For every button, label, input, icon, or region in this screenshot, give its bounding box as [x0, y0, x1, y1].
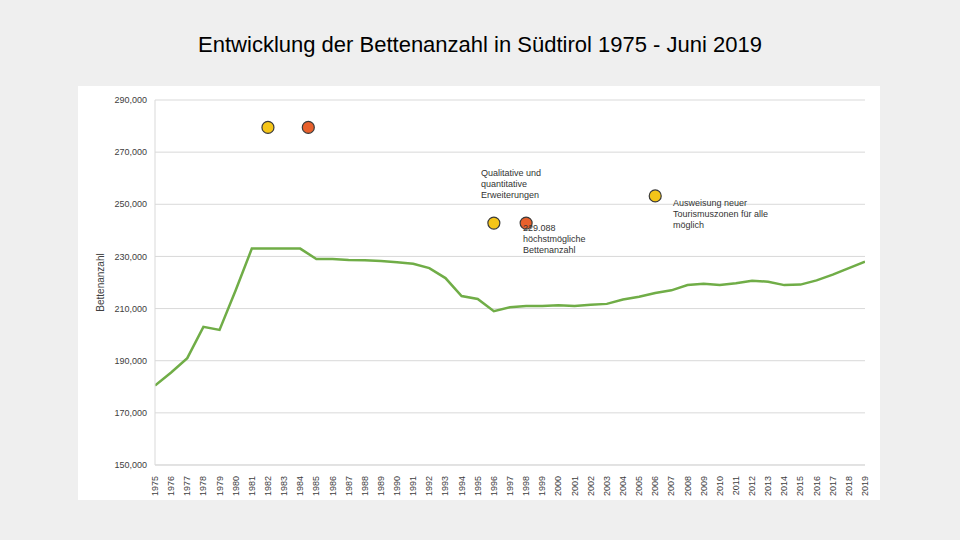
- svg-text:Ausweisung neuerTourismuszonen: Ausweisung neuerTourismuszonen für allem…: [673, 198, 768, 230]
- svg-text:Bettenanzahl: Bettenanzahl: [95, 253, 106, 311]
- svg-text:1995: 1995: [473, 476, 483, 496]
- svg-text:1999: 1999: [537, 476, 547, 496]
- svg-text:2010: 2010: [715, 476, 725, 496]
- svg-text:1997: 1997: [505, 476, 515, 496]
- svg-text:1991: 1991: [408, 476, 418, 496]
- svg-text:2012: 2012: [747, 476, 757, 496]
- svg-text:2018: 2018: [844, 476, 854, 496]
- svg-text:1985: 1985: [311, 476, 321, 496]
- svg-text:1979: 1979: [215, 476, 225, 496]
- svg-text:2007: 2007: [666, 476, 676, 496]
- svg-text:1975: 1975: [150, 476, 160, 496]
- svg-text:1994: 1994: [457, 476, 467, 496]
- svg-text:290,000: 290,000: [114, 95, 147, 105]
- svg-text:1996: 1996: [489, 476, 499, 496]
- svg-text:1993: 1993: [440, 476, 450, 496]
- svg-text:2006: 2006: [650, 476, 660, 496]
- svg-text:170,000: 170,000: [114, 408, 147, 418]
- svg-text:2014: 2014: [779, 476, 789, 496]
- svg-text:Qualitative undquantitativeErw: Qualitative undquantitativeErweiterungen: [481, 168, 541, 200]
- svg-text:1998: 1998: [521, 476, 531, 496]
- svg-text:2002: 2002: [586, 476, 596, 496]
- svg-text:1977: 1977: [182, 476, 192, 496]
- svg-text:250,000: 250,000: [114, 199, 147, 209]
- svg-text:230,000: 230,000: [114, 252, 147, 262]
- svg-text:2005: 2005: [634, 476, 644, 496]
- svg-text:2001: 2001: [570, 476, 580, 496]
- svg-text:1988: 1988: [360, 476, 370, 496]
- svg-text:1989: 1989: [376, 476, 386, 496]
- svg-text:1990: 1990: [392, 476, 402, 496]
- svg-text:2000: 2000: [553, 476, 563, 496]
- svg-text:2017: 2017: [828, 476, 838, 496]
- svg-text:210,000: 210,000: [114, 304, 147, 314]
- svg-text:1981: 1981: [247, 476, 257, 496]
- svg-text:229.088höchstmöglicheBettenanz: 229.088höchstmöglicheBettenanzahl: [523, 223, 586, 255]
- svg-text:2003: 2003: [602, 476, 612, 496]
- svg-text:1978: 1978: [198, 476, 208, 496]
- svg-text:1987: 1987: [344, 476, 354, 496]
- svg-text:1980: 1980: [231, 476, 241, 496]
- svg-text:1992: 1992: [424, 476, 434, 496]
- svg-text:1986: 1986: [328, 476, 338, 496]
- svg-text:1984: 1984: [295, 476, 305, 496]
- svg-text:2009: 2009: [699, 476, 709, 496]
- svg-text:1982: 1982: [263, 476, 273, 496]
- svg-text:270,000: 270,000: [114, 147, 147, 157]
- svg-text:2013: 2013: [763, 476, 773, 496]
- svg-text:2011: 2011: [731, 476, 741, 495]
- html-text:Entwicklung der Bettenanzahl i: Entwicklung der Bettenanzahl in Südtirol…: [198, 32, 762, 57]
- svg-text:1983: 1983: [279, 476, 289, 496]
- svg-text:190,000: 190,000: [114, 356, 147, 366]
- svg-text:2008: 2008: [683, 476, 693, 496]
- svg-text:150,000: 150,000: [114, 460, 147, 470]
- svg-text:2019: 2019: [860, 476, 870, 496]
- svg-text:2004: 2004: [618, 476, 628, 496]
- svg-text:1976: 1976: [166, 476, 176, 496]
- svg-text:2015: 2015: [795, 476, 805, 496]
- svg-text:2016: 2016: [812, 476, 822, 496]
